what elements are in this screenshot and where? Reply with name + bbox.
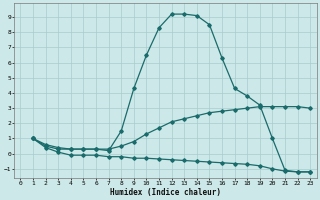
- X-axis label: Humidex (Indice chaleur): Humidex (Indice chaleur): [110, 188, 221, 197]
